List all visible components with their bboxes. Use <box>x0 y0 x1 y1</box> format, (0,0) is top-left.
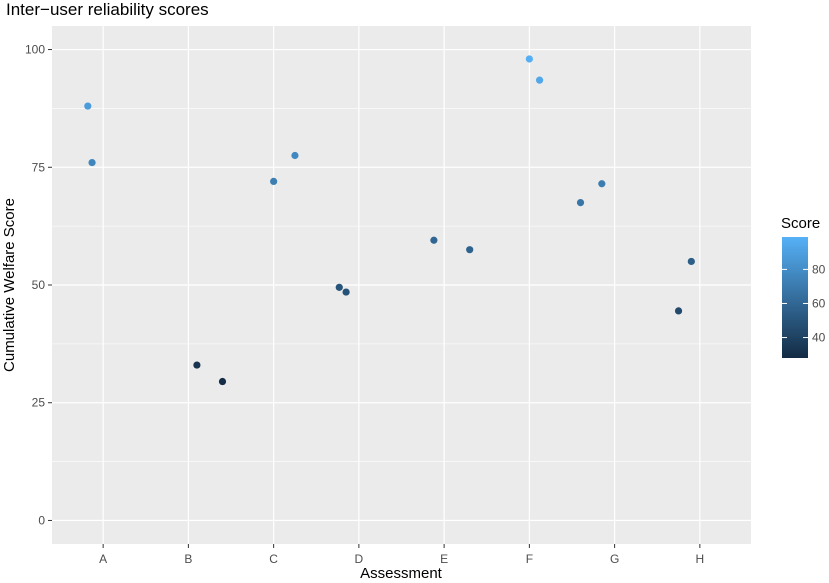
legend-tick-label: 60 <box>812 296 826 310</box>
data-points <box>84 55 695 386</box>
x-axis-title: Assessment <box>360 565 443 582</box>
x-tick-label: E <box>440 552 448 566</box>
data-point <box>291 151 299 160</box>
legend-ticks: 40 60 80 <box>782 262 826 345</box>
chart-title: Inter−user reliability scores <box>6 0 209 19</box>
grid-lines <box>52 26 751 544</box>
data-point <box>525 55 533 63</box>
data-point <box>218 377 227 386</box>
y-tick-label: 25 <box>32 396 46 410</box>
x-tick-label: F <box>526 552 533 566</box>
data-point <box>342 288 350 296</box>
legend: Score 40 60 80 <box>781 215 826 358</box>
data-point <box>88 158 96 167</box>
y-axis-title: Cumulative Welfare Score <box>1 198 18 372</box>
y-tick-label: 50 <box>32 278 46 292</box>
x-tick-label: B <box>184 552 192 566</box>
x-tick-label: H <box>696 552 705 566</box>
data-point <box>598 180 606 188</box>
data-point <box>535 76 544 84</box>
y-tick-label: 100 <box>25 43 45 57</box>
x-axis: A B C D E F G H <box>99 544 704 566</box>
x-tick-label: C <box>269 552 278 566</box>
data-point <box>335 283 343 291</box>
y-axis: 0 25 50 75 100 <box>25 43 52 527</box>
legend-tick-label: 80 <box>812 262 826 276</box>
y-tick-label: 0 <box>38 513 45 527</box>
data-point <box>270 177 278 185</box>
x-tick-label: D <box>355 552 364 566</box>
data-point <box>674 307 683 315</box>
data-point <box>466 246 474 254</box>
y-tick-label: 75 <box>32 160 46 174</box>
data-point <box>430 236 438 244</box>
legend-colorbar <box>782 237 808 358</box>
data-point <box>193 361 201 369</box>
x-tick-label: G <box>610 552 619 566</box>
legend-tick-label: 40 <box>812 331 826 345</box>
x-tick-label: A <box>99 552 107 566</box>
data-point <box>576 198 585 207</box>
data-point <box>687 257 695 266</box>
legend-title: Score <box>781 215 820 232</box>
data-point <box>84 102 92 110</box>
